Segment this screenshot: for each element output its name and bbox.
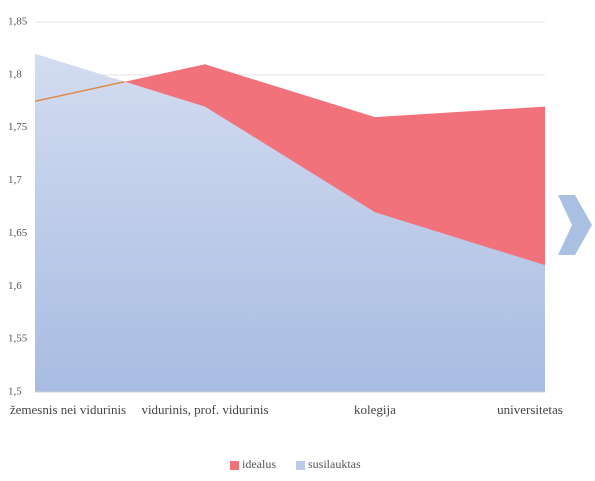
- y-tick-label: 1,85: [8, 16, 28, 28]
- x-tick-label: kolegija: [354, 402, 396, 417]
- x-tick-label: žemesnis nei vidurinis: [9, 402, 127, 417]
- x-tick-label: vidurinis, prof. vidurinis: [141, 402, 269, 417]
- legend-swatch: [230, 461, 239, 470]
- y-tick-label: 1,55: [8, 333, 28, 345]
- x-tick-label: universitetas: [497, 402, 563, 417]
- y-tick-label: 1,7: [8, 174, 22, 186]
- legend-swatch: [296, 461, 305, 470]
- y-tick-label: 1,65: [8, 227, 28, 239]
- chevron: [558, 195, 592, 255]
- y-tick-label: 1,75: [8, 121, 28, 133]
- legend-label: susilauktas: [308, 457, 361, 471]
- y-tick-label: 1,5: [8, 386, 22, 398]
- y-tick-label: 1,6: [8, 280, 22, 292]
- area: [35, 53, 545, 392]
- legend-label: idealus: [242, 457, 276, 471]
- y-tick-label: 1,8: [8, 68, 22, 80]
